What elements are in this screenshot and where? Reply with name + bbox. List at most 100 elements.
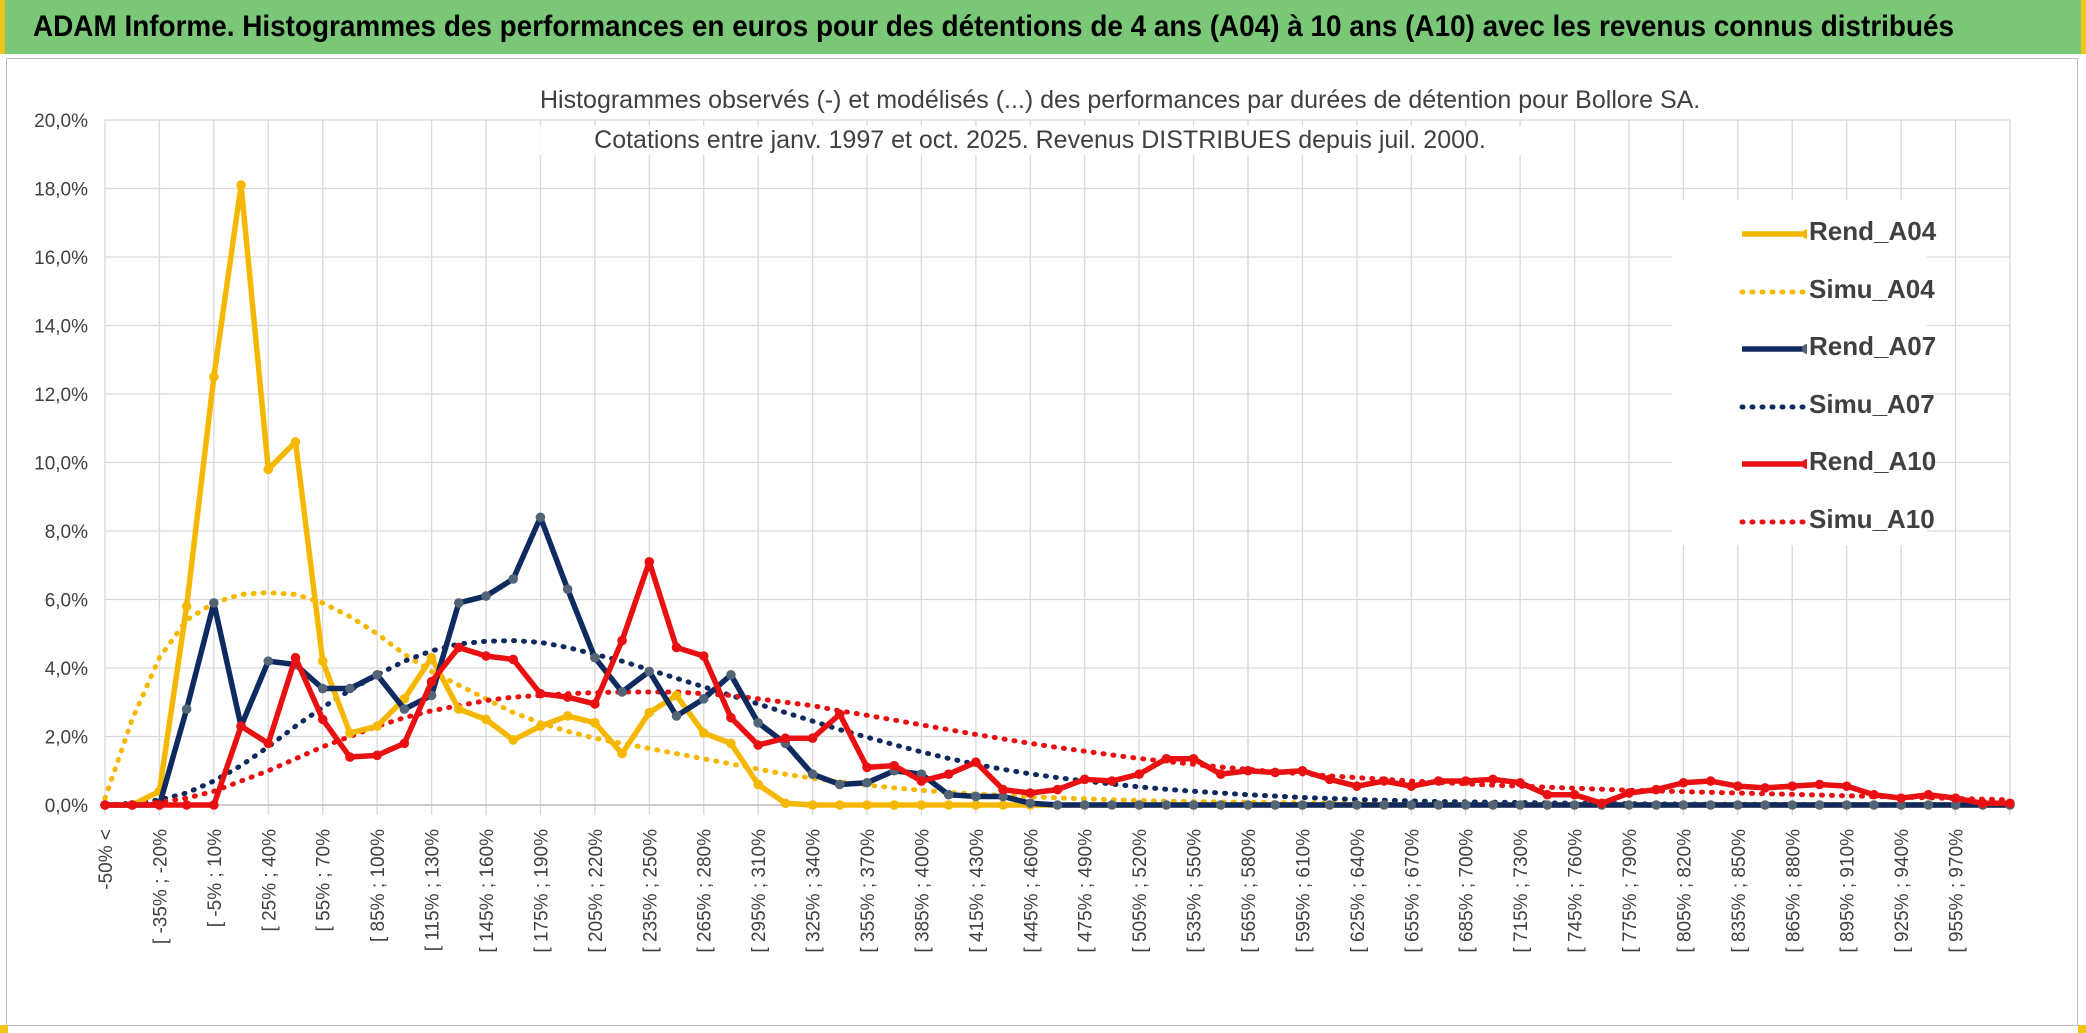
data-point-rend-a10 [671, 642, 682, 653]
chart-series [100, 180, 2015, 810]
x-tick-label: [ 205% ; 220% [586, 829, 607, 953]
data-point-rend-a07 [1787, 800, 1798, 810]
data-point-rend-a10 [943, 769, 954, 779]
data-point-rend-a10 [1814, 779, 1825, 790]
data-point-rend-a04 [698, 728, 709, 738]
data-point-rend-a07 [1869, 800, 1879, 810]
series-line-rend-a10 [105, 559, 2010, 808]
data-point-rend-a04 [209, 372, 219, 382]
x-tick-label: [ 295% ; 310% [749, 829, 770, 953]
data-point-rend-a07 [1379, 800, 1389, 810]
data-point-rend-a10 [1433, 776, 1444, 786]
data-point-rend-a04 [345, 728, 355, 738]
x-tick-label: [ 55% ; 70% [314, 829, 335, 932]
data-point-rend-a04 [617, 748, 627, 759]
data-point-rend-a07 [1161, 800, 1172, 810]
data-point-rend-a10 [100, 800, 110, 810]
data-point-rend-a10 [209, 800, 219, 810]
data-point-rend-a07 [971, 791, 981, 802]
legend-label: Simu_A04 [1809, 273, 1935, 304]
chart-axes: 0,0% 2,0% 4,0% 6,0% 8,0% 10,0% 12,0% 14,0% 16,0%… [34, 111, 2010, 953]
data-point-rend-a10 [1297, 765, 1308, 776]
data-point-rend-a04 [290, 437, 301, 447]
data-point-rend-a07 [1433, 800, 1444, 810]
data-point-rend-a10 [1841, 781, 1852, 791]
x-tick-label: [ 235% ; 250% [640, 829, 661, 953]
x-tick-label: [ 895% ; 910% [1838, 829, 1859, 953]
data-point-rend-a07 [753, 718, 763, 728]
data-point-rend-a07 [1052, 800, 1063, 810]
data-point-rend-a04 [834, 800, 845, 810]
x-tick-label: [ 505% ; 520% [1130, 829, 1151, 953]
data-point-rend-a07 [1134, 800, 1144, 810]
data-point-rend-a10 [1977, 798, 1988, 809]
data-point-rend-a10 [426, 676, 437, 687]
x-tick-label: [ 415% ; 430% [967, 829, 988, 953]
data-point-rend-a10 [1243, 765, 1253, 776]
data-point-rend-a10 [154, 800, 165, 810]
y-tick-label: 6,0% [45, 591, 88, 612]
data-point-rend-a07 [726, 670, 736, 680]
x-tick-label: [ 385% ; 400% [912, 829, 933, 953]
legend-item-simu-a04: Simu_A04 [1672, 270, 1935, 310]
y-tick-label: 2,0% [45, 728, 88, 749]
y-tick-label: 4,0% [45, 659, 88, 680]
data-point-rend-a07 [644, 666, 655, 677]
data-point-rend-a07 [453, 598, 464, 608]
data-point-rend-a07 [1460, 800, 1471, 810]
frame-corner-left [0, 1025, 8, 1033]
x-tick-label: [ 715% ; 730% [1511, 829, 1532, 953]
data-point-rend-a10 [1052, 784, 1063, 795]
data-point-rend-a07 [834, 779, 845, 790]
data-point-rend-a10 [1624, 788, 1634, 798]
data-point-rend-a10 [1869, 789, 1879, 800]
report-banner: ADAM Informe. Histogrammes des performan… [0, 0, 2086, 54]
data-point-rend-a07 [1651, 800, 1662, 810]
x-tick-label: [ -35% ; -20% [150, 829, 171, 944]
data-point-rend-a04 [535, 721, 546, 732]
data-point-rend-a10 [1025, 788, 1036, 798]
data-point-rend-a07 [1624, 800, 1634, 810]
data-point-rend-a10 [1705, 776, 1716, 786]
data-point-rend-a07 [1733, 800, 1743, 810]
legend-swatch [1742, 459, 1807, 469]
x-tick-label: [ 535% ; 550% [1185, 829, 1206, 953]
data-point-rend-a10 [345, 752, 355, 762]
data-point-rend-a10 [1352, 781, 1362, 791]
data-point-rend-a04 [671, 690, 682, 701]
data-point-rend-a10 [399, 738, 410, 749]
data-point-rend-a07 [1025, 798, 1036, 809]
data-point-rend-a10 [1678, 777, 1689, 788]
data-point-rend-a10 [1488, 774, 1498, 785]
data-point-rend-a04 [753, 779, 763, 790]
data-point-rend-a04 [998, 800, 1008, 810]
data-point-rend-a04 [726, 738, 736, 749]
data-point-rend-a10 [753, 740, 763, 750]
data-point-rend-a07 [209, 598, 219, 608]
data-point-rend-a10 [1134, 769, 1144, 779]
data-point-rend-a10 [1515, 777, 1525, 788]
legend-marker [1802, 229, 1807, 239]
x-tick-label: [ 265% ; 280% [695, 829, 716, 953]
data-point-rend-a04 [263, 464, 274, 475]
data-point-rend-a04 [889, 800, 900, 810]
data-point-rend-a10 [807, 733, 818, 744]
data-point-rend-a10 [562, 692, 573, 702]
legend-item-simu-a07: Simu_A07 [1672, 385, 1935, 425]
data-point-rend-a10 [1569, 789, 1580, 800]
data-point-rend-a07 [317, 683, 328, 694]
series-line-rend-a07 [105, 514, 2010, 808]
data-point-rend-a07 [1760, 800, 1770, 810]
data-point-rend-a10 [1215, 769, 1226, 779]
data-point-rend-a07 [1107, 800, 1117, 810]
y-tick-label: 10,0% [34, 454, 88, 475]
frame-corner-right [2078, 1025, 2086, 1033]
data-point-rend-a07 [535, 512, 546, 523]
data-point-rend-a07 [998, 791, 1008, 802]
data-point-rend-a07 [345, 683, 355, 694]
legend-swatch [1742, 344, 1807, 354]
data-point-rend-a07 [1542, 800, 1553, 810]
data-point-rend-a10 [1787, 781, 1798, 791]
x-tick-label: [ 595% ; 610% [1293, 829, 1314, 953]
